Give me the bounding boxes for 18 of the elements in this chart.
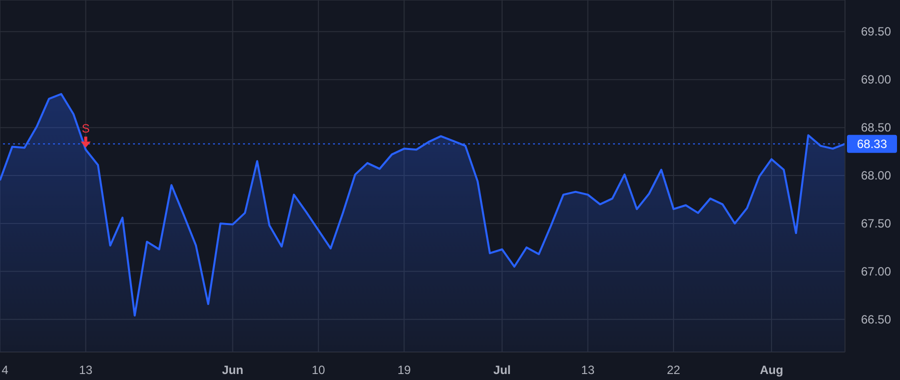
x-tick-label: 19 bbox=[397, 363, 412, 377]
y-tick-label: 67.50 bbox=[861, 216, 892, 230]
x-tick-label: 13 bbox=[79, 363, 93, 377]
y-tick-label: 67.00 bbox=[861, 264, 892, 278]
y-tick-label: 66.50 bbox=[861, 312, 892, 326]
y-tick-label: 69.00 bbox=[861, 72, 892, 87]
annotation: S bbox=[82, 122, 90, 136]
y-tick-label: 68.50 bbox=[861, 120, 892, 135]
y-tick-label: 68.00 bbox=[861, 168, 892, 183]
x-tick-label: 4 bbox=[2, 363, 9, 377]
y-tick-label: 69.50 bbox=[861, 24, 892, 39]
x-tick-label: Aug bbox=[760, 363, 784, 377]
x-tick-label: 13 bbox=[581, 363, 595, 377]
x-tick-label: 10 bbox=[312, 363, 326, 377]
x-tick-label: Jul bbox=[493, 363, 511, 377]
x-tick-label: 22 bbox=[666, 363, 681, 377]
ref-line-label: 68.33 bbox=[856, 136, 888, 151]
x-tick-label: Jun bbox=[222, 363, 244, 377]
